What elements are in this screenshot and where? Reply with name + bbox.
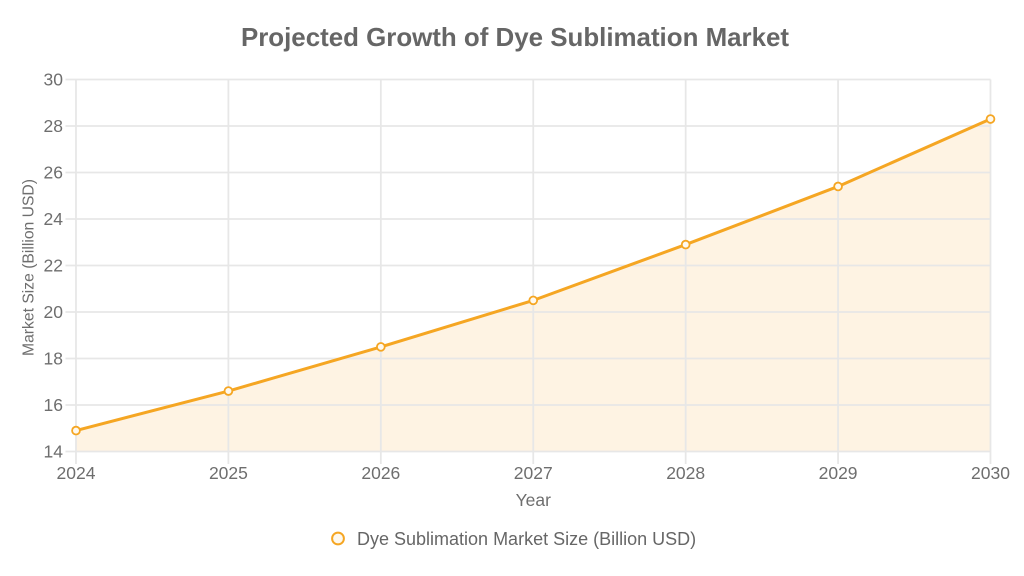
svg-text:Projected Growth of Dye Sublim: Projected Growth of Dye Sublimation Mark… (241, 24, 789, 52)
svg-text:2024: 2024 (57, 463, 96, 483)
svg-text:2027: 2027 (514, 463, 553, 483)
svg-text:24: 24 (44, 209, 64, 229)
svg-text:18: 18 (44, 349, 63, 369)
svg-text:Year: Year (516, 490, 552, 510)
svg-text:2026: 2026 (361, 463, 400, 483)
svg-text:30: 30 (44, 70, 64, 90)
svg-text:Dye Sublimation Market Size (B: Dye Sublimation Market Size (Billion USD… (357, 529, 696, 549)
svg-text:14: 14 (44, 442, 64, 462)
svg-text:26: 26 (44, 163, 63, 183)
svg-text:16: 16 (44, 395, 63, 415)
svg-text:20: 20 (44, 302, 64, 322)
svg-text:2029: 2029 (819, 463, 858, 483)
svg-text:28: 28 (44, 116, 63, 136)
svg-text:22: 22 (44, 256, 63, 276)
svg-text:2028: 2028 (666, 463, 705, 483)
svg-text:2025: 2025 (209, 463, 248, 483)
svg-text:Market Size (Billion USD): Market Size (Billion USD) (21, 179, 38, 356)
svg-text:2030: 2030 (971, 463, 1010, 483)
